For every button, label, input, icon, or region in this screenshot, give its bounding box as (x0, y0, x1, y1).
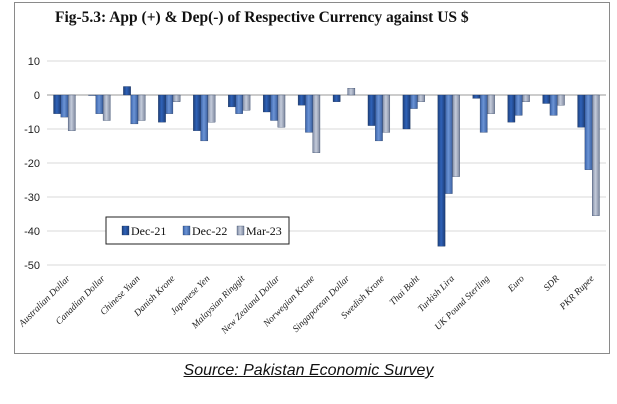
y-tick-label: 0 (34, 90, 40, 102)
bar-dec-22 (410, 94, 418, 109)
bar-dec-21 (437, 94, 446, 247)
x-tick-label: Euro (506, 274, 527, 295)
bar-dec-22 (479, 94, 488, 133)
bar-dec-22 (444, 94, 453, 194)
bar-dec-21 (332, 94, 341, 102)
bar-mar-23 (312, 94, 321, 153)
legend-label: Dec-22 (192, 224, 227, 238)
y-tick-label: 10 (28, 56, 40, 68)
bars (53, 86, 600, 247)
bar-dec-21 (158, 94, 166, 123)
legend-label: Dec-21 (131, 224, 166, 238)
bar-dec-21 (577, 94, 586, 128)
legend-swatch (182, 225, 191, 236)
x-tick-label: SDR (542, 274, 562, 294)
bar-mar-23 (522, 94, 530, 102)
bar-dec-22 (130, 94, 139, 125)
bar-mar-23 (557, 94, 565, 106)
source-caption: Source: Pakistan Economic Survey (183, 362, 434, 379)
bar-mar-23 (67, 94, 76, 131)
bar-dec-22 (165, 94, 174, 114)
bar-dec-21 (297, 94, 306, 106)
legend: Dec-21 Dec-22 Mar-23 (105, 216, 290, 245)
legend-box (105, 216, 290, 245)
bar-dec-21 (228, 94, 236, 108)
bar-dec-21 (88, 94, 96, 96)
bar-dec-22 (235, 94, 243, 114)
bar-dec-21 (193, 94, 201, 131)
bar-mar-23 (207, 94, 216, 123)
bar-mar-23 (452, 94, 460, 177)
bar-dec-21 (123, 86, 131, 96)
bar-dec-22 (549, 94, 558, 116)
bar-dec-22 (375, 94, 383, 142)
bar-dec-21 (262, 94, 271, 113)
bar-dec-22 (514, 94, 523, 116)
bar-mar-23 (417, 94, 425, 102)
bar-dec-22 (270, 94, 278, 121)
chart-title: Fig-5.3: App (+) & Dep(-) of Respective … (55, 9, 469, 26)
x-tick-label: Thai Baht (388, 274, 422, 308)
y-tick-label: -40 (24, 226, 40, 238)
bar-dec-21 (53, 94, 61, 114)
y-tick-label: -50 (24, 260, 40, 272)
bar-mar-23 (592, 94, 600, 216)
bar-mar-23 (277, 94, 286, 128)
bar-mar-23 (487, 94, 495, 114)
x-tick-label: New Zealand Dollar (219, 274, 282, 337)
bar-dec-21 (367, 94, 376, 126)
bar-mar-23 (347, 88, 356, 96)
x-tick-label: PKR Rupee (558, 274, 597, 313)
bar-dec-22 (60, 94, 69, 118)
bar-dec-22 (200, 94, 209, 142)
bar-mar-23 (242, 94, 251, 111)
legend-swatch (121, 225, 130, 236)
y-tick-label: -20 (24, 158, 40, 170)
legend-label: Mar-23 (246, 224, 282, 238)
y-tick-label: -30 (24, 192, 40, 204)
bar-dec-22 (95, 94, 104, 114)
bar-mar-23 (137, 94, 146, 121)
bar-dec-21 (542, 94, 551, 104)
bar-dec-22 (305, 94, 313, 133)
bar-mar-23 (102, 94, 111, 121)
y-axis: 10 0 -10 -20 -30 -40 -50 (24, 56, 40, 272)
legend-swatch (236, 225, 245, 236)
bar-mar-23 (382, 94, 391, 133)
y-tick-label: -10 (24, 124, 40, 136)
bar-dec-21 (402, 94, 411, 130)
bar-dec-21 (472, 94, 481, 99)
bar-dec-22 (584, 94, 593, 170)
bar-mar-23 (172, 94, 181, 102)
bar-dec-21 (507, 94, 516, 123)
